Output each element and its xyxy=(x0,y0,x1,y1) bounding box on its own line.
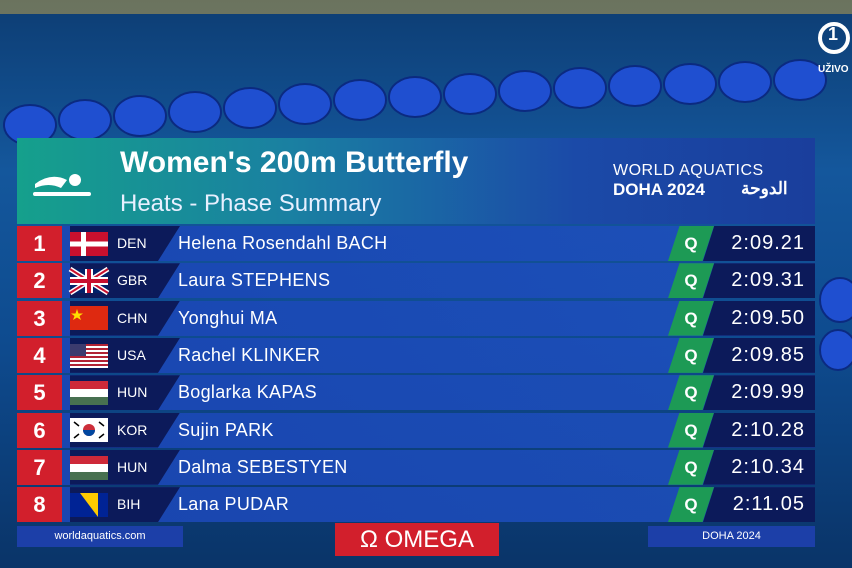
country-code: HUN xyxy=(117,458,148,475)
result-row: 6 KOR Sujin PARK 2:10.28 Q xyxy=(17,412,815,448)
rank: 8 xyxy=(17,487,62,523)
time: 2:09.85 xyxy=(703,337,815,373)
rank: 6 xyxy=(17,412,62,448)
footer-event: DOHA 2024 xyxy=(648,526,815,547)
athlete-name: Sujin PARK xyxy=(178,419,274,440)
result-row: 5 HUN Boglarka KAPAS 2:09.99 Q xyxy=(17,375,815,411)
time: 2:11.05 xyxy=(703,487,815,523)
rank: 4 xyxy=(17,337,62,373)
athlete-name: Dalma SEBESTYEN xyxy=(178,456,348,477)
channel-logo: 1 xyxy=(828,24,839,44)
live-label: UŽIVO xyxy=(818,64,849,75)
country-code: USA xyxy=(117,346,146,363)
result-row: 1 DEN Helena Rosendahl BACH 2:09.21 Q xyxy=(17,226,815,261)
result-row: 4 USA Rachel KLINKER 2:09.85 Q xyxy=(17,337,815,373)
country-code: GBR xyxy=(117,272,148,289)
result-row: 2 GBR Laura STEPHENS 2:09.31 Q xyxy=(17,263,815,299)
result-row: 7 HUN Dalma SEBESTYEN 2:10.34 Q xyxy=(17,449,815,485)
athlete-name: Lana PUDAR xyxy=(178,494,290,515)
country-code: CHN xyxy=(117,309,148,326)
sponsor-symbol: Ω xyxy=(360,526,378,553)
rank: 3 xyxy=(17,300,62,336)
sponsor-name: OMEGA xyxy=(384,526,474,553)
title: Women's 200m Butterfly xyxy=(120,146,469,179)
time: 2:10.34 xyxy=(703,449,815,485)
athlete-name: Boglarka KAPAS xyxy=(178,382,317,403)
time: 2:09.99 xyxy=(703,375,815,411)
time: 2:10.28 xyxy=(703,412,815,448)
sponsor: Ω OMEGA xyxy=(335,523,499,556)
swimmer-icon xyxy=(33,174,91,196)
athlete-name: Yonghui MA xyxy=(178,307,278,328)
rank: 5 xyxy=(17,375,62,411)
result-row: 8 BIH Lana PUDAR 2:11.05 Q xyxy=(17,487,815,523)
time: 2:09.21 xyxy=(703,226,815,261)
event-arabic: الدوحة xyxy=(741,179,788,198)
athlete-name: Rachel KLINKER xyxy=(178,344,321,365)
time: 2:09.31 xyxy=(703,263,815,299)
rank: 2 xyxy=(17,263,62,299)
event: DOHA 2024 xyxy=(613,180,705,199)
result-row: 3 CHN Yonghui MA 2:09.50 Q xyxy=(17,300,815,336)
footer-website: worldaquatics.com xyxy=(17,526,183,547)
country-code: HUN xyxy=(117,384,148,401)
organizer: WORLD AQUATICS xyxy=(613,162,764,179)
subtitle: Heats - Phase Summary xyxy=(120,190,382,217)
rank: 7 xyxy=(17,449,62,485)
country-code: KOR xyxy=(117,421,148,438)
header: Women's 200m Butterfly Heats - Phase Sum… xyxy=(17,138,815,224)
country-code: BIH xyxy=(117,496,141,513)
time: 2:09.50 xyxy=(703,300,815,336)
athlete-name: Laura STEPHENS xyxy=(178,270,331,291)
country-code: DEN xyxy=(117,235,147,251)
rank: 1 xyxy=(17,226,62,261)
athlete-name: Helena Rosendahl BACH xyxy=(178,233,388,253)
